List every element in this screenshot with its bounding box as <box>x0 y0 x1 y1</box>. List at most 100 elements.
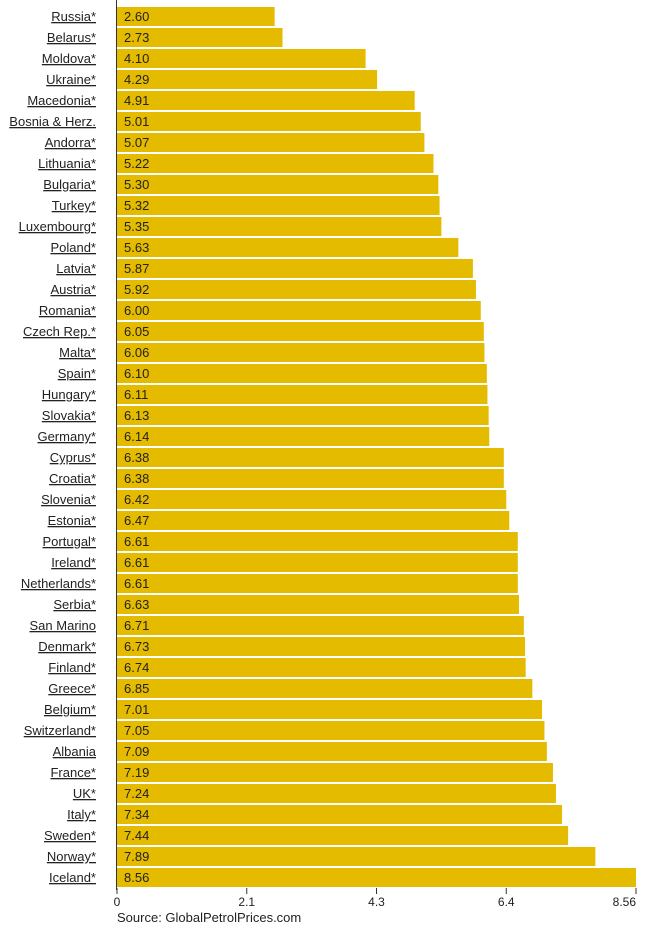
country-link[interactable]: Sweden* <box>44 828 96 843</box>
x-axis-ticks-group: 0 2.1 4.3 6.4 8.56 <box>114 888 637 909</box>
country-link[interactable]: Czech Rep.* <box>23 324 96 339</box>
country-link[interactable]: Malta* <box>59 345 96 360</box>
value-label: 6.10 <box>124 366 149 381</box>
country-link[interactable]: Lithuania* <box>38 156 96 171</box>
country-link[interactable]: Germany* <box>37 429 96 444</box>
value-label: 5.35 <box>124 219 149 234</box>
country-link[interactable]: Turkey* <box>52 198 96 213</box>
country-link[interactable]: Moldova* <box>42 51 96 66</box>
country-link[interactable]: Iceland* <box>49 870 96 885</box>
bar <box>117 868 636 887</box>
value-label: 6.47 <box>124 513 149 528</box>
category-labels-group: Russia* Belarus* Moldova* Ukraine* Macedonia… <box>9 9 96 885</box>
value-label: 7.44 <box>124 828 149 843</box>
bars-group <box>117 7 636 887</box>
country-link[interactable]: Belarus* <box>47 30 96 45</box>
bar <box>117 406 489 425</box>
country-link[interactable]: Hungary* <box>42 387 96 402</box>
bar <box>117 154 434 173</box>
country-link[interactable]: Albania <box>53 744 97 759</box>
bar <box>117 805 563 824</box>
value-label: 4.10 <box>124 51 149 66</box>
country-link[interactable]: Ukraine* <box>46 72 96 87</box>
country-link[interactable]: Belgium* <box>44 702 96 717</box>
country-link[interactable]: Russia* <box>51 9 96 24</box>
value-label: 6.42 <box>124 492 149 507</box>
bar <box>117 742 547 761</box>
country-link[interactable]: Finland* <box>48 660 96 675</box>
bar <box>117 280 476 299</box>
country-link[interactable]: Estonia* <box>48 513 96 528</box>
bar <box>117 700 543 719</box>
bar <box>117 826 569 845</box>
country-link[interactable]: Italy* <box>67 807 96 822</box>
country-link[interactable]: Norway* <box>47 849 96 864</box>
value-label: 5.63 <box>124 240 149 255</box>
value-label: 6.85 <box>124 681 149 696</box>
value-label: 6.38 <box>124 471 149 486</box>
country-link[interactable]: Slovakia* <box>42 408 96 423</box>
country-link[interactable]: Portugal* <box>43 534 96 549</box>
bar <box>117 448 504 467</box>
bar <box>117 490 507 509</box>
country-link[interactable]: Ireland* <box>51 555 96 570</box>
value-label: 7.34 <box>124 807 149 822</box>
country-link[interactable]: Cyprus* <box>50 450 96 465</box>
country-link[interactable]: Macedonia* <box>27 93 96 108</box>
value-label: 6.06 <box>124 345 149 360</box>
value-label: 7.24 <box>124 786 149 801</box>
value-label: 6.00 <box>124 303 149 318</box>
value-label: 7.01 <box>124 702 149 717</box>
country-link[interactable]: Denmark* <box>38 639 96 654</box>
value-label: 2.60 <box>124 9 149 24</box>
country-link[interactable]: Slovenia* <box>41 492 96 507</box>
bar <box>117 196 440 215</box>
value-label: 6.61 <box>124 555 149 570</box>
country-link[interactable]: Spain* <box>58 366 96 381</box>
bar <box>117 28 283 47</box>
country-link[interactable]: Greece* <box>48 681 96 696</box>
country-link[interactable]: Latvia* <box>56 261 96 276</box>
value-label: 5.30 <box>124 177 149 192</box>
value-label: 6.63 <box>124 597 149 612</box>
value-label: 6.61 <box>124 576 149 591</box>
bar <box>117 553 518 572</box>
value-labels-group: 2.60 2.73 4.10 4.29 4.91 5.01 5.07 5.22 5.30 5.32… <box>124 9 149 885</box>
country-link[interactable]: Andorra* <box>45 135 96 150</box>
country-link[interactable]: Austria* <box>50 282 96 297</box>
bar <box>117 784 556 803</box>
country-link[interactable]: Croatia* <box>49 471 96 486</box>
value-label: 4.91 <box>124 93 149 108</box>
country-link[interactable]: UK* <box>73 786 96 801</box>
value-label: 2.73 <box>124 30 149 45</box>
value-label: 5.22 <box>124 156 149 171</box>
value-label: 6.38 <box>124 450 149 465</box>
x-tick-label: 8.56 <box>613 895 637 909</box>
country-link[interactable]: San Marino <box>30 618 96 633</box>
country-link[interactable]: Netherlands* <box>21 576 96 591</box>
country-link[interactable]: Serbia* <box>53 597 96 612</box>
country-link[interactable]: France* <box>50 765 96 780</box>
value-label: 6.05 <box>124 324 149 339</box>
value-label: 6.71 <box>124 618 149 633</box>
country-link[interactable]: Switzerland* <box>24 723 96 738</box>
country-link[interactable]: Poland* <box>50 240 96 255</box>
x-tick-label: 2.1 <box>238 895 255 909</box>
bar <box>117 301 481 320</box>
bar <box>117 511 510 530</box>
country-link[interactable]: Bosnia & Herz. <box>9 114 96 129</box>
bar <box>117 259 473 278</box>
x-tick-label: 0 <box>114 895 121 909</box>
country-link[interactable]: Romania* <box>39 303 96 318</box>
value-label: 4.29 <box>124 72 149 87</box>
value-label: 7.19 <box>124 765 149 780</box>
value-label: 6.14 <box>124 429 149 444</box>
bar <box>117 616 524 635</box>
bar <box>117 364 487 383</box>
country-link[interactable]: Bulgaria* <box>43 177 96 192</box>
country-link[interactable]: Luxembourg* <box>19 219 96 234</box>
value-label: 6.61 <box>124 534 149 549</box>
value-label: 8.56 <box>124 870 149 885</box>
bar <box>117 70 378 89</box>
value-label: 5.01 <box>124 114 149 129</box>
